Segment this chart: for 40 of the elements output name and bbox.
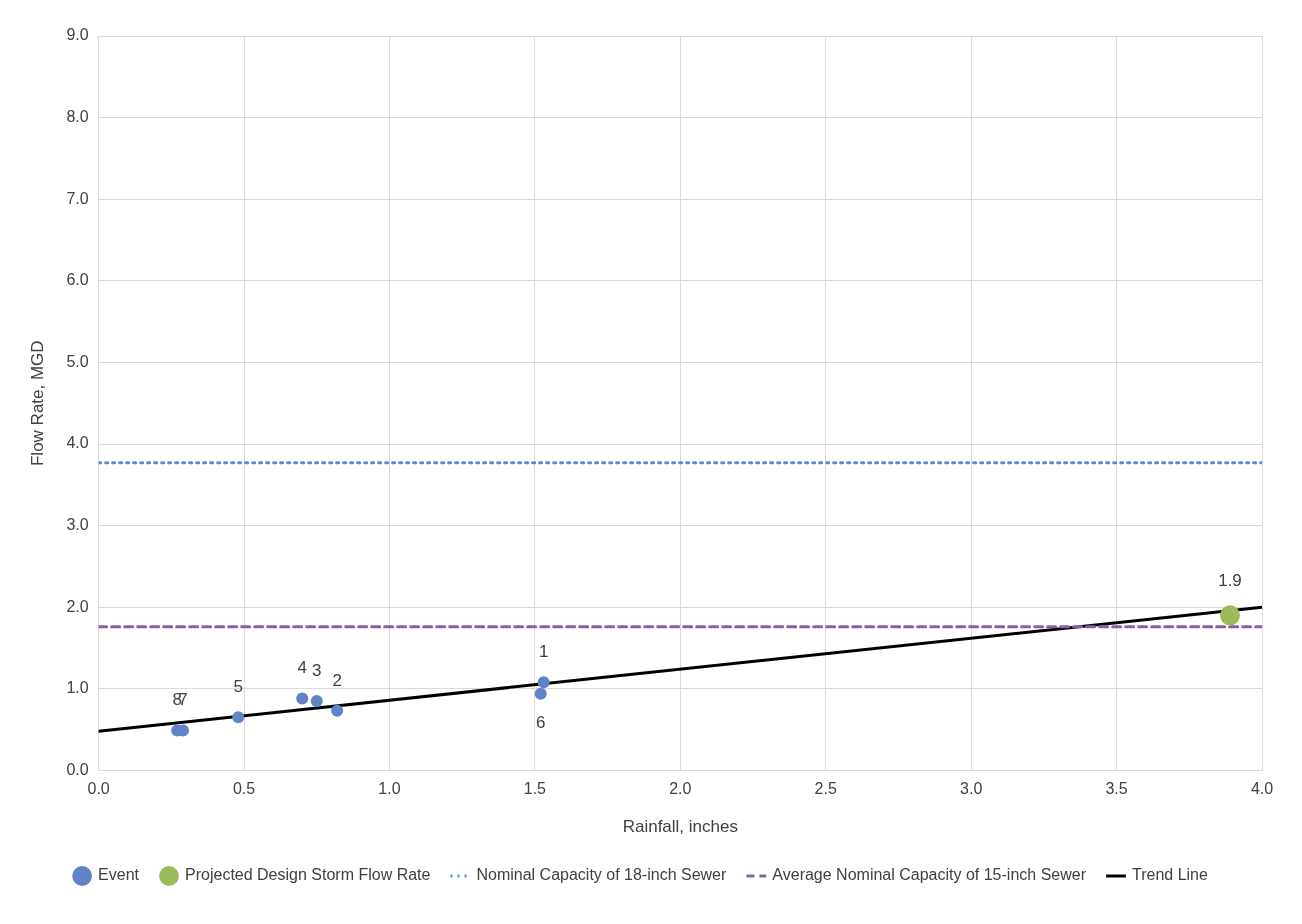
legend-label: Nominal Capacity of 18-inch Sewer: [476, 866, 728, 884]
annotation: 6: [535, 713, 546, 733]
y-tick-label: 2.0: [66, 597, 89, 615]
x-tick-label: 2.5: [814, 780, 837, 798]
legend-label: Trend Line: [1131, 866, 1208, 884]
point: [232, 711, 245, 724]
annotation: 4: [297, 658, 307, 678]
annotation: 3: [312, 660, 322, 680]
point: [1220, 605, 1241, 626]
y-tick-label: 8.0: [66, 108, 89, 126]
point: [534, 687, 547, 700]
y-tick-label: 7.0: [66, 189, 89, 207]
x-axis-title: Rainfall, inches: [622, 817, 738, 837]
point: [296, 692, 309, 705]
data-label: 1.9: [1218, 571, 1242, 591]
y-tick-label: 9.0: [66, 26, 89, 44]
x-tick-label: 0.5: [232, 780, 256, 798]
y-tick-label: 0.0: [66, 760, 89, 778]
y-axis-title: Flow Rate, MGD: [27, 340, 47, 467]
annotation: 1: [538, 641, 549, 661]
x-tick-label: 1.5: [523, 780, 547, 798]
x-tick-label: 4.0: [1250, 780, 1274, 798]
x-tick-label: 0.0: [87, 780, 110, 798]
x-tick-label: 3.5: [1105, 780, 1128, 798]
y-tick-label: 3.0: [66, 516, 89, 534]
y-tick-label: 1.0: [66, 679, 89, 697]
y-tick-label: 5.0: [66, 352, 89, 370]
x-tick-label: 1.0: [378, 780, 401, 798]
legend-label: Average Nominal Capacity of 15-inch Sewer: [772, 866, 1087, 884]
point: [331, 704, 344, 717]
x-tick-label: 3.0: [960, 780, 983, 798]
legend-label: Projected Design Storm Flow Rate: [185, 866, 431, 884]
y-tick-label: 6.0: [66, 271, 89, 289]
point: [537, 676, 550, 689]
annotation: 2: [332, 670, 342, 690]
point: [310, 695, 323, 708]
x-tick-label: 2.0: [669, 780, 692, 798]
annotation: 5: [233, 677, 243, 697]
legend-label: Event: [98, 866, 140, 884]
y-tick-label: 4.0: [66, 434, 89, 452]
